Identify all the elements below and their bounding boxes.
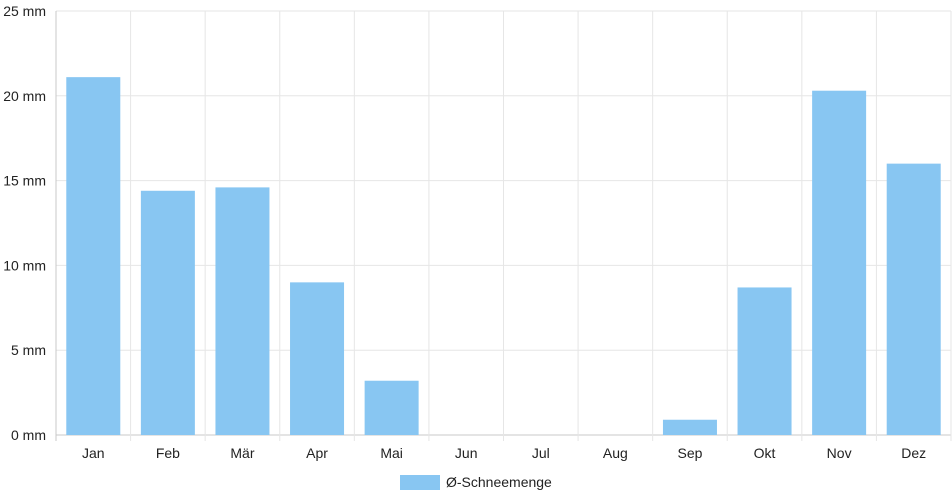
y-tick-label: 15 mm bbox=[3, 173, 46, 189]
bar-okt[interactable] bbox=[737, 287, 792, 435]
legend[interactable]: Ø-Schneemenge bbox=[400, 474, 552, 490]
legend-label: Ø-Schneemenge bbox=[446, 474, 552, 490]
x-tick-label: Apr bbox=[306, 445, 328, 461]
y-tick-label: 0 mm bbox=[11, 427, 46, 443]
x-tick-label: Feb bbox=[156, 445, 180, 461]
bar-feb[interactable] bbox=[140, 190, 195, 435]
bar-apr[interactable] bbox=[290, 282, 345, 435]
x-tick-label: Jun bbox=[455, 445, 478, 461]
legend-swatch bbox=[400, 475, 440, 490]
bars bbox=[66, 77, 941, 436]
bar-dez[interactable] bbox=[886, 163, 941, 435]
bar-mär[interactable] bbox=[215, 187, 270, 435]
x-tick-label: Okt bbox=[754, 445, 776, 461]
bar-nov[interactable] bbox=[812, 90, 867, 435]
x-tick-label: Dez bbox=[901, 445, 926, 461]
bar-mai[interactable] bbox=[364, 380, 419, 435]
y-tick-label: 10 mm bbox=[3, 257, 46, 273]
y-tick-label: 5 mm bbox=[11, 342, 46, 358]
bar-jan[interactable] bbox=[66, 77, 121, 436]
y-tick-label: 25 mm bbox=[3, 3, 46, 19]
x-tick-label: Nov bbox=[827, 445, 852, 461]
x-tick-label: Mär bbox=[230, 445, 254, 461]
x-tick-label: Sep bbox=[677, 445, 702, 461]
x-axis-ticks: Jan Feb Mär Apr Mai Jun Jul Aug Sep Okt Nov Dez bbox=[82, 445, 926, 461]
x-tick-label: Mai bbox=[380, 445, 403, 461]
x-tick-label: Jul bbox=[532, 445, 550, 461]
x-tick-label: Aug bbox=[603, 445, 628, 461]
y-axis-ticks: 0 mm 5 mm 10 mm 15 mm 20 mm 25 mm bbox=[3, 3, 46, 443]
bar-sep[interactable] bbox=[662, 419, 717, 435]
grid bbox=[55, 10, 952, 441]
x-tick-label: Jan bbox=[82, 445, 105, 461]
y-tick-label: 20 mm bbox=[3, 88, 46, 104]
